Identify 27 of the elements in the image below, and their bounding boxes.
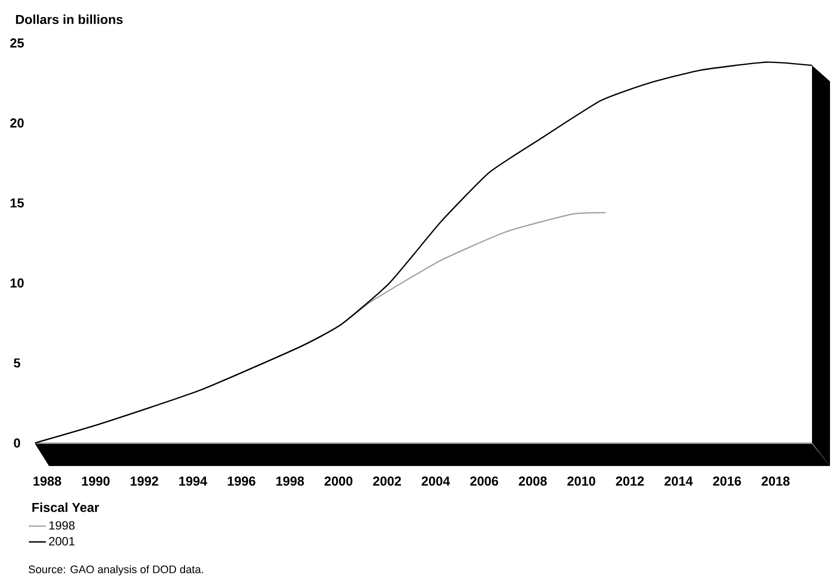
x-tick-label: 2010 <box>567 476 596 486</box>
x-tick-label: 2008 <box>518 476 547 486</box>
y-tick-label: 10 <box>10 278 24 288</box>
x-tick-label: 2004 <box>422 476 450 486</box>
x-tick-label: 1990 <box>82 476 110 486</box>
y-axis-title: Dollars in billions <box>16 14 123 24</box>
x-tick-label: 2018 <box>762 476 790 486</box>
source-note: Source: GAO analysis of DOD data. <box>28 565 204 576</box>
x-tick-label: 2000 <box>324 476 352 486</box>
x-tick-label: 2016 <box>713 476 741 486</box>
legend-label: 1998 <box>49 521 75 530</box>
x-tick-label: 1996 <box>228 476 256 486</box>
x-tick-label: 2012 <box>616 476 644 486</box>
y-tick-label: 20 <box>10 118 24 128</box>
x-tick-label: 2002 <box>373 476 401 486</box>
legend-label: 2001 <box>49 537 75 546</box>
x-tick-label: 2014 <box>664 476 693 486</box>
x-tick-label: 1994 <box>179 476 208 486</box>
y-tick-label: 0 <box>14 438 20 448</box>
y-tick-label: 25 <box>10 38 24 48</box>
x-tick-label: 1988 <box>34 476 62 486</box>
x-tick-label: 1992 <box>130 476 158 486</box>
x-tick-label: 2006 <box>470 476 498 486</box>
y-tick-label: 5 <box>14 358 20 368</box>
x-axis-title: Fiscal Year <box>32 502 100 512</box>
y-tick-label: 15 <box>10 198 24 208</box>
x-tick-label: 1998 <box>276 476 304 486</box>
